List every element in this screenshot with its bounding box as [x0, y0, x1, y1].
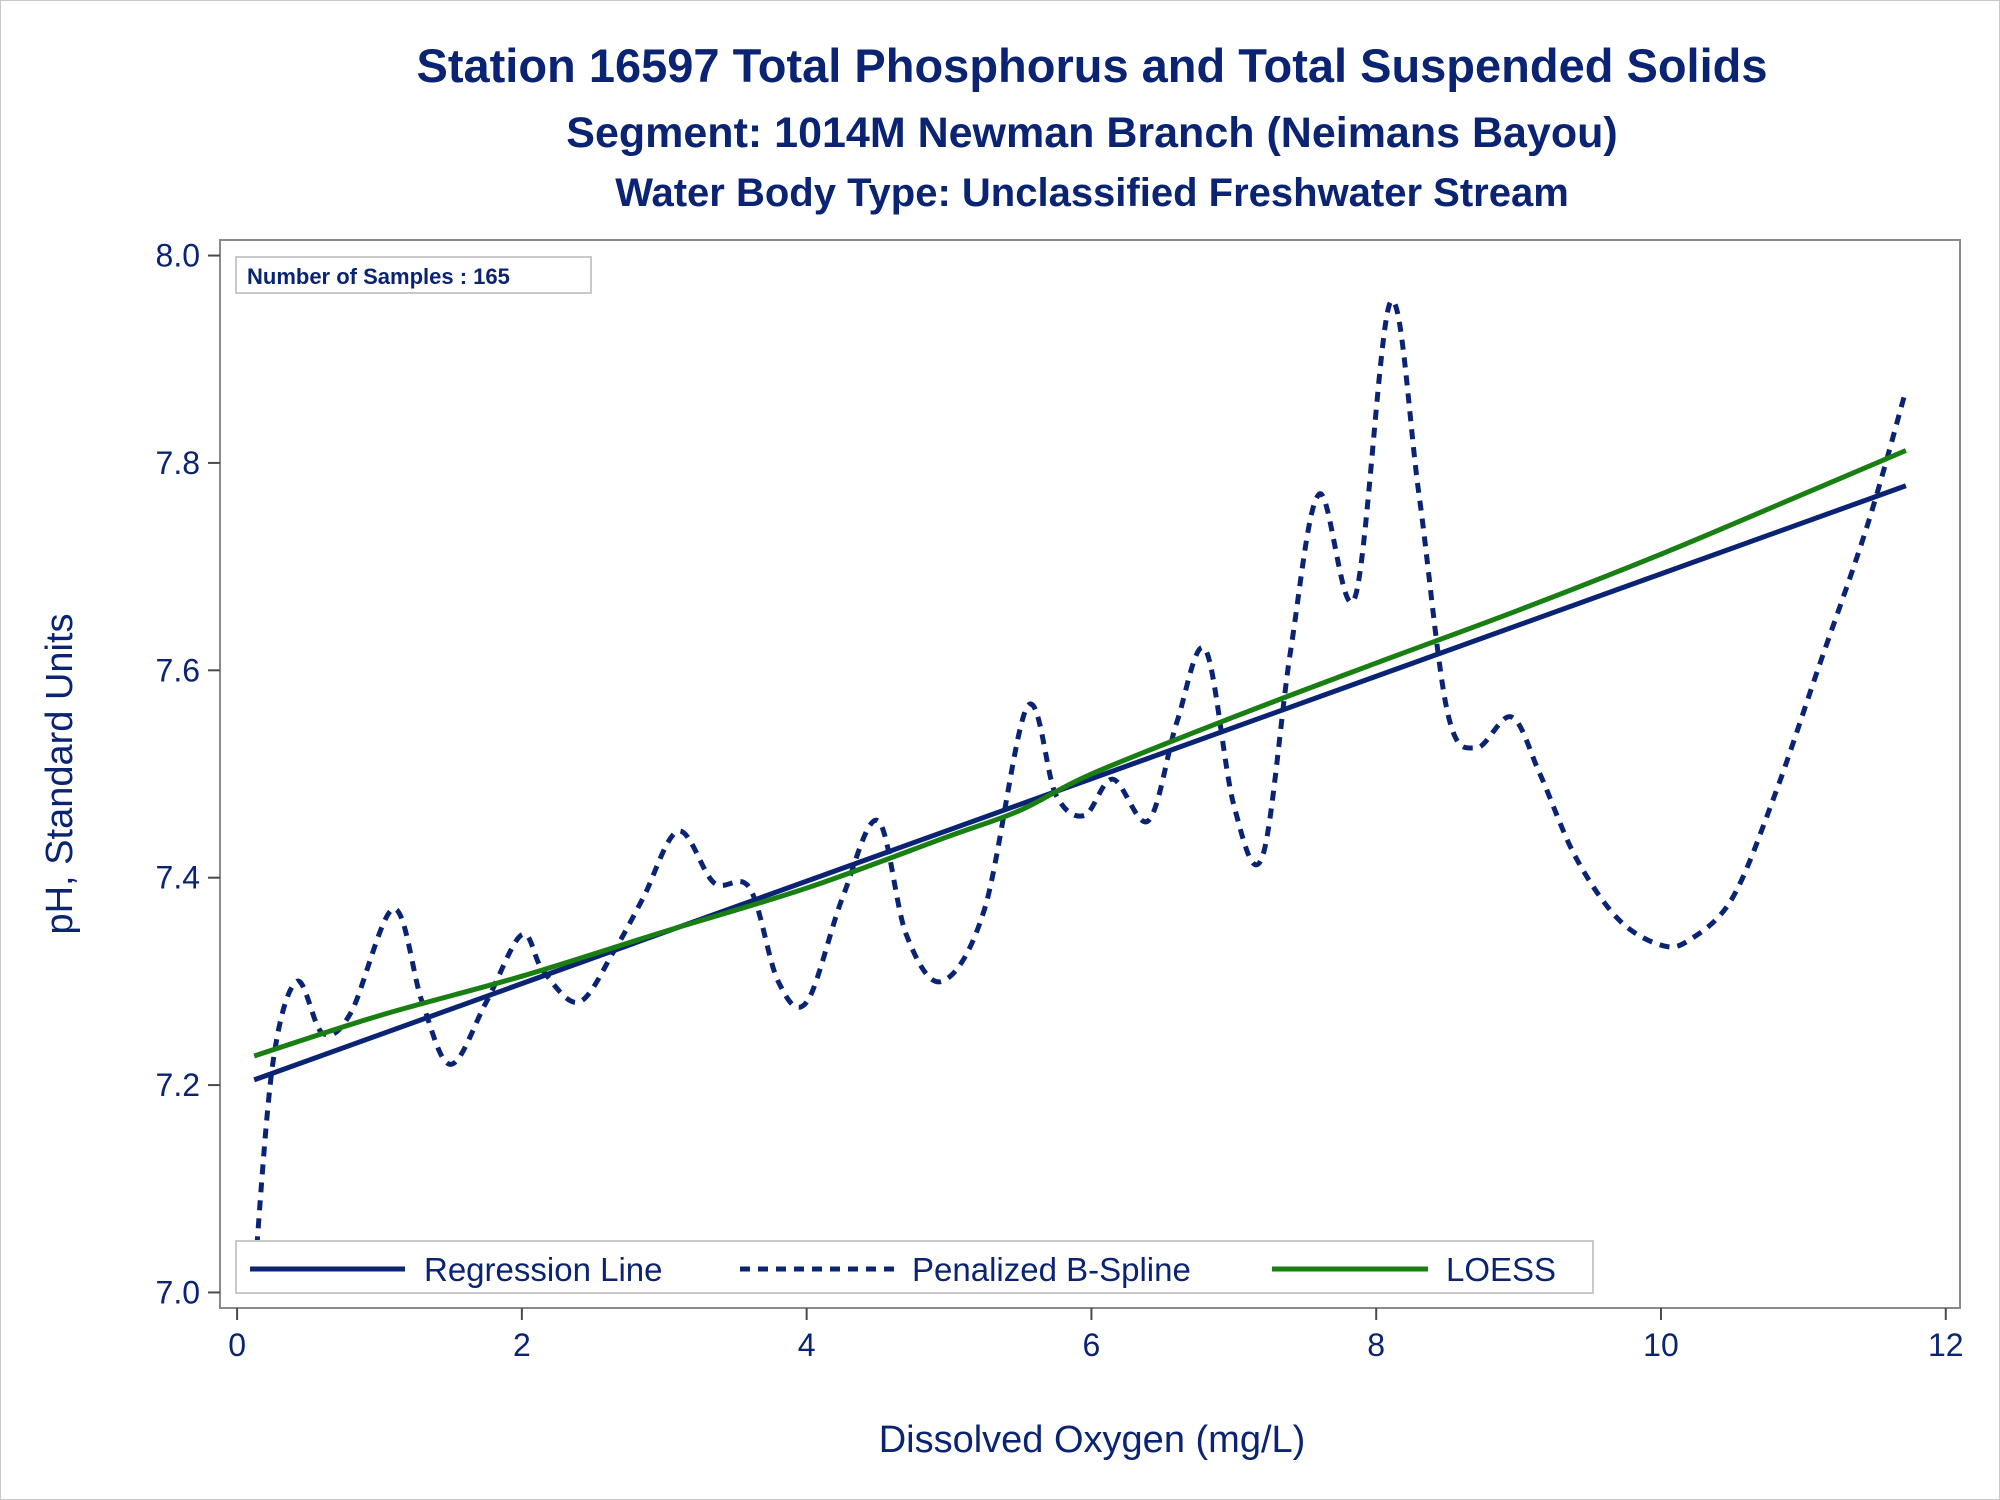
legend-label-spline: Penalized B-Spline	[912, 1251, 1191, 1288]
legend-label-regression: Regression Line	[424, 1251, 662, 1288]
sample-count-annotation: Number of Samples : 165	[235, 256, 592, 294]
y-axis-label: pH, Standard Units	[39, 613, 81, 934]
annotation-box	[235, 256, 592, 294]
y-tick-label: 7.8	[156, 445, 200, 481]
x-axis: 0 2 4 6 8 10 12	[228, 1308, 1964, 1363]
series-penalized-b-spline	[251, 298, 1909, 1283]
series-regression-line	[253, 483, 1907, 1083]
y-axis: 7.0 7.2 7.4 7.6 7.8 8.0	[156, 238, 220, 1310]
x-tick-label: 0	[228, 1327, 246, 1363]
y-tick-label: 7.2	[156, 1067, 200, 1103]
series-layer	[251, 298, 1909, 1283]
legend: Regression Line Penalized B-Spline LOESS	[235, 1240, 1594, 1294]
x-tick-label: 2	[513, 1327, 531, 1363]
chart-subtitle-2: Water Body Type: Unclassified Freshwater…	[615, 171, 1569, 215]
chart-title: Station 16597 Total Phosphorus and Total…	[417, 39, 1768, 92]
x-tick-label: 12	[1928, 1327, 1964, 1363]
y-tick-label: 7.0	[156, 1274, 200, 1310]
legend-label-loess: LOESS	[1446, 1251, 1556, 1288]
chart-subtitle: Segment: 1014M Newman Branch (Neimans Ba…	[566, 109, 1617, 157]
x-axis-label: Dissolved Oxygen (mg/L)	[879, 1419, 1306, 1461]
x-tick-label: 4	[798, 1327, 816, 1363]
y-tick-label: 8.0	[156, 238, 200, 274]
x-tick-label: 10	[1643, 1327, 1679, 1363]
y-tick-label: 7.6	[156, 652, 200, 688]
annotation-text: Number of Samples : 165	[247, 264, 510, 289]
x-tick-label: 6	[1083, 1327, 1101, 1363]
x-tick-label: 8	[1367, 1327, 1385, 1363]
y-tick-label: 7.4	[156, 860, 200, 896]
series-loess	[253, 448, 1907, 1059]
